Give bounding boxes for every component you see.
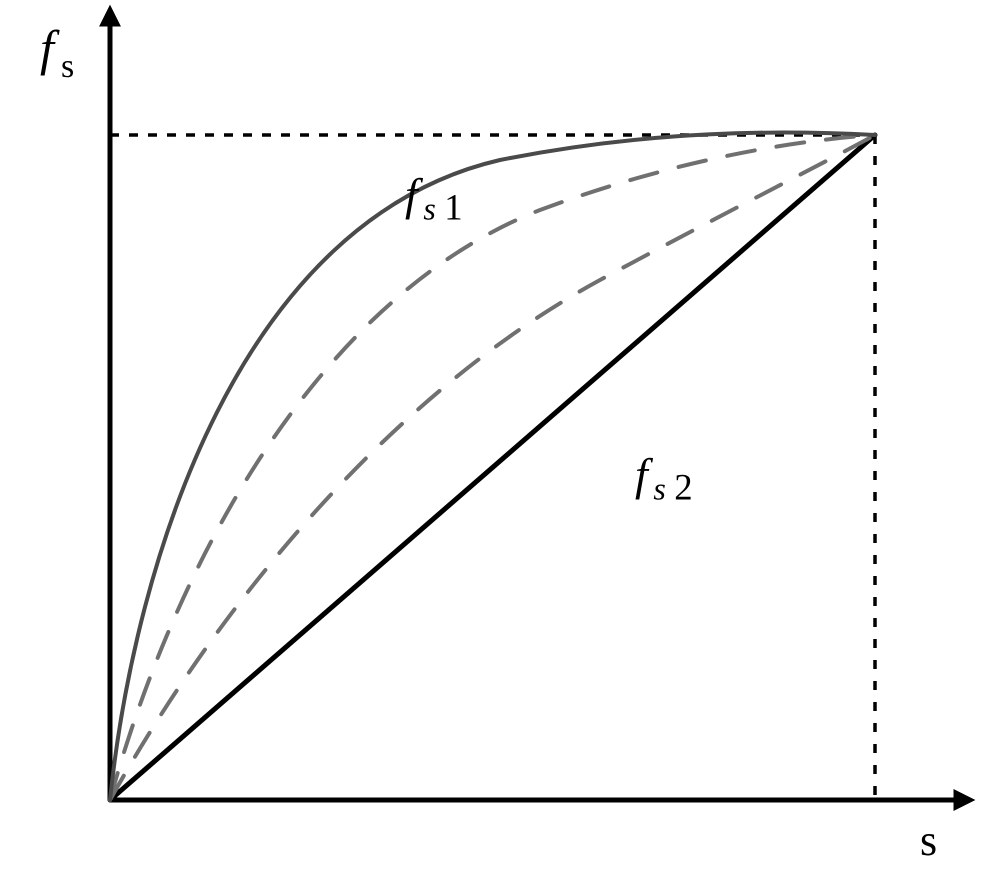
label-fs2-sub: s [653, 471, 665, 507]
y-axis-label-sub: s [61, 48, 74, 85]
chart-svg: fssfs1fs2 [0, 0, 1000, 882]
label-fs1-suffix: 1 [444, 187, 462, 228]
chart-container: fssfs1fs2 [0, 0, 1000, 882]
label-fs1-sub: s [423, 191, 435, 227]
label-fs2-suffix: 2 [674, 467, 692, 508]
x-axis-label: s [920, 816, 937, 865]
